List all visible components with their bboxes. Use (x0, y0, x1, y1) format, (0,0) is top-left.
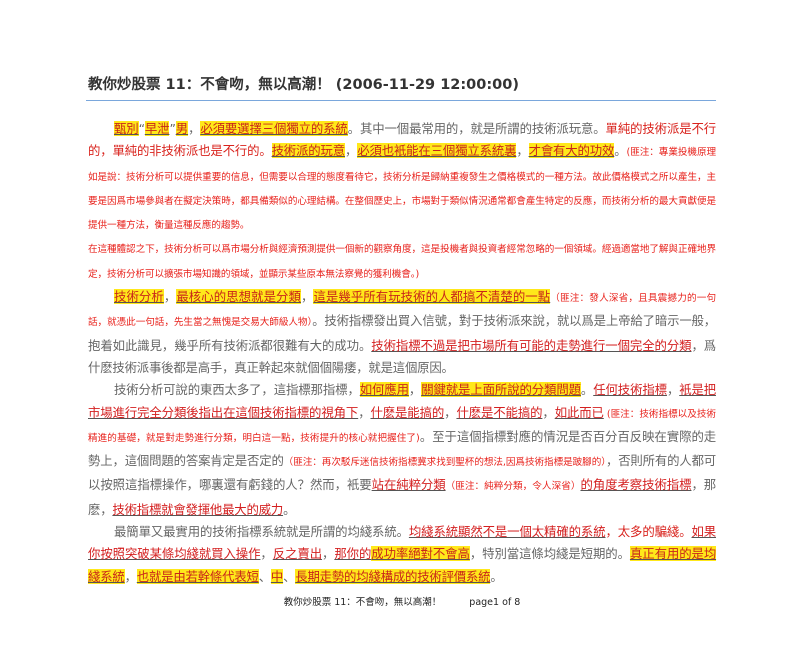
document-title: 教你炒股票 11：不會吻，無以高潮！ (2006-11-29 12:00:00) (88, 77, 519, 93)
body-text: ，否則所有的人都可以按照這指標操作，哪裏還有虧錢的人？然而，衹要 (88, 453, 716, 493)
highlighted-text: 長期走勢的均綫構成的技術評價系統 (295, 568, 491, 584)
highlighted-text: 關鍵就是上面所說的分類問題 (421, 382, 581, 398)
red-text: ，太多的騙綫。 (605, 524, 692, 540)
paragraph: 技術分析可說的東西太多了，這指標那指標，如何應用，關鍵就是上面所說的分類問題。任… (88, 379, 716, 521)
underlined-text: 任何技術指標 (593, 382, 667, 398)
underlined-text: 技術指標不過是把市場所有可能的走勢進行一個完全的分類 (371, 337, 692, 353)
body-text: ， (260, 546, 273, 562)
body-text: ， (666, 382, 680, 398)
body-text: “ (138, 121, 145, 136)
highlighted-text: 成功率絕對不會高 (371, 546, 470, 562)
body-text: ， (516, 143, 529, 159)
red-text: 單純的技術派是不行的，單純的非技術派也是不行的。 (88, 121, 716, 159)
annotation-note: 在這種體認之下，技術分析可以爲市場分析與經濟預測提供一個新的觀察角度，這是投機者… (88, 244, 716, 280)
underlined-text: 如此而已 (554, 404, 604, 420)
body-text: 、 (258, 568, 271, 584)
paragraph: 技術分析，最核心的思想就是分類，這是幾乎所有玩技術的人都搞不清楚的一點（匪注：發… (88, 286, 716, 379)
annotation-note: （匪注：再次駁斥迷信技術指標冀求找到聖杯的想法,因爲技術指標是跛腳的） (283, 457, 606, 469)
underlined-text: 衹是把市場進行完全分類後指出在這個技術指標的視角下 (88, 382, 716, 420)
body-text: 。技術指標發出買入信號，對于技術派來說，就以爲是上帝給了暗示一般，抱着如此識見，… (88, 313, 716, 353)
underlined-text: 的角度考察技術指標 (580, 477, 692, 493)
highlighted-text: 技術分析 (114, 289, 164, 305)
underlined-text: 什麽是能搞的 (370, 404, 445, 420)
highlighted-text: 技術派的玩意 (271, 143, 345, 159)
body-text: ，爲什麽技術派事後都是高手，真正幹起來就個個陽痿，就是這個原因。 (88, 337, 716, 375)
underlined-text: 那你的 (334, 546, 372, 562)
body-text: ， (408, 382, 422, 398)
body-text: 。 (614, 143, 627, 159)
body-text: 。 (490, 568, 503, 584)
body-text: ， (163, 289, 177, 305)
highlighted-text: 男 (175, 121, 189, 136)
body-text: ” (169, 121, 176, 136)
highlighted-text: 中 (270, 568, 284, 584)
highlighted-text: 也就是由若幹條代表短 (136, 568, 259, 584)
underlined-text: 反之賣出 (272, 546, 323, 562)
body-text: 。 (580, 382, 594, 398)
highlighted-text: 這是幾乎所有玩技術的人都搞不清楚的一點 (313, 289, 551, 305)
underlined-text: 均綫系統顯然不是一個太精確的系統 (408, 524, 606, 540)
highlighted-text: 早泄 (144, 121, 170, 136)
paragraph: 最簡單又最實用的技術指標系統就是所謂的均綫系統。均綫系統顯然不是一個太精確的系統… (88, 521, 716, 588)
body-text: ， (542, 404, 555, 420)
annotation-note: （匪注：發人深省，且具震撼力的一句話，就憑此一句話，先生當之無愧是交易大師級人物… (88, 293, 716, 329)
footer-title: 教你炒股票 11：不會吻，無以高潮！ (283, 596, 442, 608)
annotation-note: (匪注：專業投機原理如是說：技術分析可以提供重要的信息，但需要以合理的態度看待它… (88, 147, 717, 232)
body-text: 。 (283, 501, 296, 517)
underlined-text: 什麽是不能搞的 (456, 404, 543, 420)
underlined-text: 如果你按照突破某條均綫就買入操作 (88, 524, 716, 562)
body-text: 。其中一個最常用的，就是所謂的技術派玩意。 (347, 121, 606, 136)
body-text: 、 (283, 568, 296, 584)
underlined-text: 技術指標就會發揮他最大的威力 (112, 501, 284, 517)
body-text: ，特別當這條均綫是短期的。 (469, 546, 630, 562)
page-number: page1 of 8 (469, 596, 521, 608)
title-divider (86, 100, 716, 101)
underlined-text: 站在純粹分類 (371, 477, 446, 493)
page-footer: 教你炒股票 11：不會吻，無以高潮！ page1 of 8 (88, 596, 716, 610)
highlighted-text: 最核心的思想就是分類 (176, 289, 301, 305)
body-text: ， (300, 289, 314, 305)
paragraph: 在這種體認之下，技術分析可以爲市場分析與經濟預測提供一個新的觀察角度，這是投機者… (88, 237, 716, 286)
body-text: ， (188, 121, 201, 136)
highlighted-text: 甄別 (114, 121, 139, 136)
body-text: ， (444, 404, 457, 420)
body-text: ， (322, 546, 335, 562)
body-text: 最簡單又最實用的技術指標系統就是所謂的均綫系統。 (114, 524, 409, 540)
highlighted-text: 必須也衹能在三個獨立系統裏 (357, 143, 517, 159)
body-text: ， (344, 143, 358, 159)
highlighted-text: 必須要選擇三個獨立的系統 (200, 121, 348, 136)
highlighted-text: 才會有大的功效 (528, 143, 615, 159)
body-text: ，那麽， (88, 477, 716, 517)
annotation-note: （匪注：純粹分類，令人深省） (445, 481, 581, 493)
annotation-note: (匪注：技術指標以及技術精進的基礎，就是對走勢進行分類，明白這一點，技術提升的核… (88, 408, 716, 444)
paragraph: 甄別“早泄”男，必須要選擇三個獨立的系統。其中一個最常用的，就是所謂的技術派玩意… (88, 118, 716, 237)
document-body: 甄別“早泄”男，必須要選擇三個獨立的系統。其中一個最常用的，就是所謂的技術派玩意… (88, 118, 716, 588)
highlighted-text: 如何應用 (359, 382, 409, 398)
body-text: 技術分析可說的東西太多了，這指標那指標， (114, 382, 360, 398)
body-text: ， (124, 568, 137, 584)
body-text: 。至于這個指標對應的情況是否百分百反映在實際的走勢上，這個問題的答案肯定是否定的 (88, 428, 716, 469)
body-text: ， (358, 404, 371, 420)
